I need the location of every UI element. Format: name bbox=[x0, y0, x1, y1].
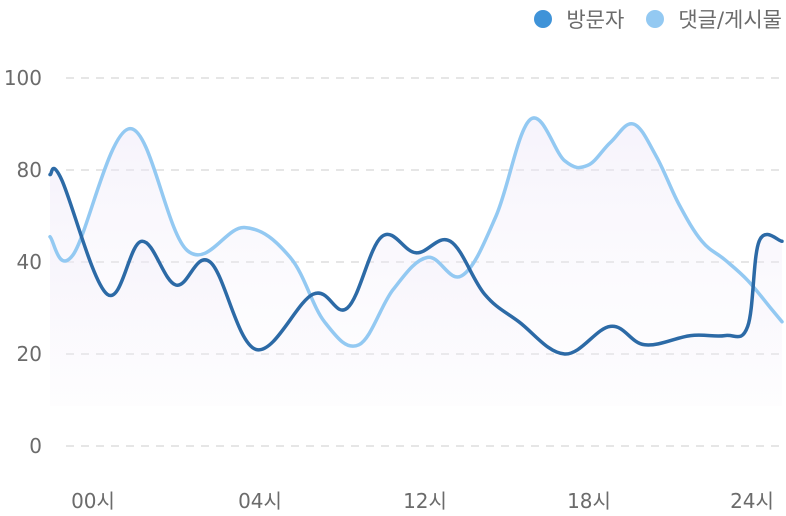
series-line-comments bbox=[48, 116, 784, 348]
y-tick-label: 20 bbox=[17, 342, 42, 366]
y-axis: 0 20 40 80 100 bbox=[4, 66, 42, 458]
series-line-visitors bbox=[48, 166, 784, 356]
legend-label-comments: 댓글/게시물 bbox=[678, 8, 782, 32]
legend-item-comments[interactable]: 댓글/게시물 bbox=[646, 4, 782, 34]
legend: 방문자 댓글/게시물 bbox=[534, 4, 782, 34]
x-tick-label: 12시 bbox=[403, 489, 447, 513]
y-tick-label: 0 bbox=[29, 434, 42, 458]
x-tick-label: 24시 bbox=[730, 489, 774, 513]
x-tick-label: 00시 bbox=[71, 489, 115, 513]
legend-swatch-comments bbox=[646, 10, 665, 28]
y-tick-label: 40 bbox=[17, 250, 42, 274]
legend-label-visitors: 방문자 bbox=[566, 8, 625, 32]
x-tick-label: 04시 bbox=[238, 489, 282, 513]
y-tick-label: 100 bbox=[4, 66, 42, 90]
y-tick-label: 80 bbox=[17, 158, 42, 182]
legend-item-visitors[interactable]: 방문자 bbox=[534, 4, 624, 34]
x-tick-label: 18시 bbox=[567, 489, 611, 513]
x-axis: 00시 04시 12시 18시 24시 bbox=[71, 489, 774, 513]
legend-swatch-visitors bbox=[534, 10, 553, 28]
series-lines bbox=[48, 116, 784, 356]
